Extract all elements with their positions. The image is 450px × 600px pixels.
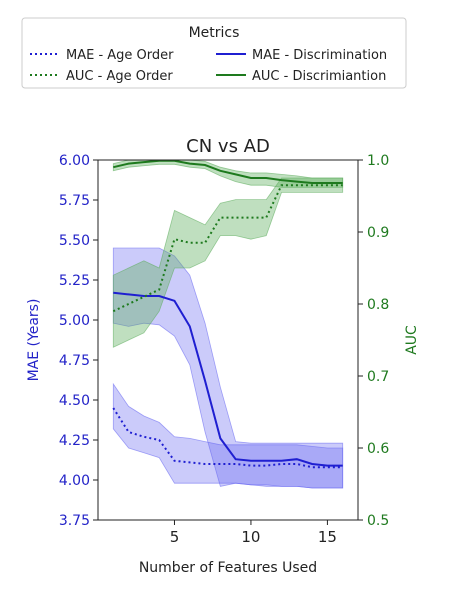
y-axis-left-label: MAE (Years): [26, 299, 42, 382]
y-left-tick-label: 4.25: [59, 433, 90, 449]
y-left-tick-label: 5.50: [59, 233, 90, 249]
confidence-bands: [112, 159, 344, 489]
y-left-tick-label: 6.00: [59, 153, 90, 169]
legend: Metrics MAE - Age Order MAE - Discrimina…: [21, 17, 407, 89]
x-tick-label: 15: [318, 528, 337, 546]
line-auc-age-order: [112, 184, 343, 313]
legend-label-auc-age-order: AUC - Age Order: [66, 69, 173, 84]
y-left-tick-label: 4.00: [59, 473, 90, 489]
band-auc-age-order: [112, 177, 344, 348]
x-axis-label: Number of Features Used: [139, 560, 317, 576]
band-mae-discrimination: [112, 247, 344, 489]
y-axis-right-label: AUC: [404, 325, 420, 355]
y-right-tick-label: 0.8: [367, 297, 389, 313]
y-right-tick-label: 0.7: [367, 369, 389, 385]
y-right-tick-label: 0.9: [367, 225, 389, 241]
line-mae-discrimination: [113, 291, 343, 467]
x-axis-ticks: 5 10 15: [170, 520, 337, 546]
y-left-tick-label: 3.75: [59, 513, 90, 529]
y-right-tick-label: 1.0: [367, 153, 389, 169]
y-right-tick-label: 0.6: [367, 441, 389, 457]
x-tick-label: 5: [170, 528, 180, 546]
line-mae-age-order: [112, 407, 343, 469]
series-lines: [112, 159, 343, 469]
chart-title: CN vs AD: [186, 136, 270, 157]
x-tick-label: 10: [241, 528, 260, 546]
y-left-tick-label: 4.75: [59, 353, 90, 369]
line-auc-discrimiantion: [113, 159, 343, 185]
y-left-tick-label: 5.00: [59, 313, 90, 329]
y-right-tick-label: 0.5: [367, 513, 389, 529]
legend-label-auc-discrimination: AUC - Discrimiantion: [252, 69, 386, 84]
y-axis-left-ticks: 3.75 4.00 4.25 4.50 4.75 5.00 5.25 5.50 5.75 6.00: [59, 153, 98, 529]
y-left-tick-label: 4.50: [59, 393, 90, 409]
legend-title: Metrics: [189, 25, 240, 41]
y-left-tick-label: 5.25: [59, 273, 90, 289]
plot-frame: [97, 159, 359, 521]
y-axis-right-ticks: 0.5 0.6 0.7 0.8 0.9 1.0: [358, 153, 389, 529]
legend-label-mae-discrimination: MAE - Discrimination: [252, 48, 387, 63]
legend-frame: [21, 17, 407, 89]
y-left-tick-label: 5.75: [59, 193, 90, 209]
legend-label-mae-age-order: MAE - Age Order: [66, 48, 174, 63]
